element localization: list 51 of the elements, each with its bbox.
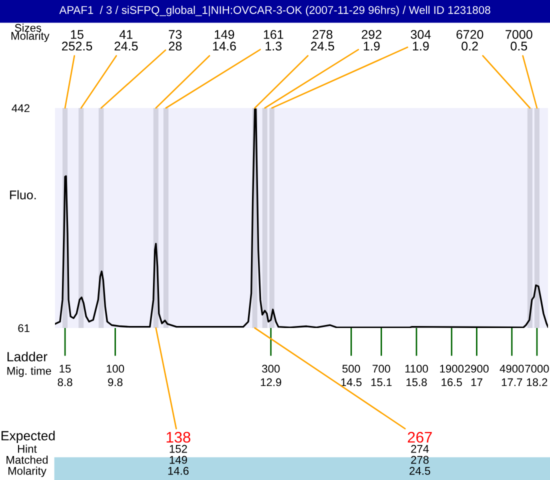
band-label: 41 24.5 <box>114 30 138 51</box>
chart-title: APAF1 / 3 / siSFPQ_global_1|NIH:OVCAR-3-OK (2007-11-29 96hrs) / Well ID 1231808 <box>59 6 490 16</box>
x-tick-label: 15.8 <box>406 378 427 386</box>
text: Ladder <box>8 352 48 362</box>
band-label: 292 1.9 <box>362 30 382 51</box>
text: Hint <box>18 444 37 453</box>
annotation: 100 <box>106 364 124 373</box>
annotation: 7000 <box>525 364 549 373</box>
band-label: 73 28 <box>168 30 182 51</box>
annotation: 15 <box>60 364 71 373</box>
text: 149 <box>170 456 187 464</box>
x-tick-label: 17 <box>471 378 482 386</box>
text: Matched <box>6 456 48 464</box>
text: 152 <box>170 444 187 453</box>
annotation: 300 <box>262 364 280 373</box>
text: 24.5 <box>410 466 430 475</box>
band-label: 278 24.5 <box>310 30 334 51</box>
text: Molarity <box>11 32 50 42</box>
annotation: 1100 <box>405 364 428 373</box>
band-label: 6720 0.2 <box>456 30 484 51</box>
x-tick-label: 12.9 <box>260 378 282 386</box>
band-label: 15 252.5 <box>62 30 92 51</box>
band-label: 149 14.6 <box>213 30 236 51</box>
text: 14.6 <box>168 466 189 475</box>
x-tick-label: 16.5 <box>442 378 462 386</box>
text: 274 <box>411 444 429 453</box>
annotation: 700 <box>372 364 390 373</box>
annotation: 500 <box>342 364 360 373</box>
x-tick-label: 9.8 <box>108 378 122 386</box>
y-axis-title: Fluo. <box>10 190 36 200</box>
annotation: 2900 <box>464 364 489 373</box>
x-tick-label: 14.5 <box>341 378 362 386</box>
annotation: 4900 <box>500 364 524 373</box>
text: Molarity <box>8 466 46 477</box>
y-tick-label: 61 <box>18 324 30 332</box>
annotation: 267 <box>408 432 432 443</box>
y-tick-label: 442 <box>12 104 30 112</box>
text: Expected <box>2 430 55 443</box>
band-label: 7000 0.5 <box>506 30 532 51</box>
band-label: 304 1.9 <box>410 30 431 51</box>
line-series <box>55 108 548 328</box>
band-label: 161 1.3 <box>264 30 284 51</box>
text: 278 <box>411 456 429 464</box>
x-tick-label: 18.2 <box>526 378 548 386</box>
x-tick-label: 17.7 <box>502 378 522 386</box>
annotation: 1900 <box>440 364 464 373</box>
x-tick-label: 8.8 <box>58 378 72 386</box>
text: Mig. time <box>7 366 52 377</box>
x-tick-label: 15.1 <box>371 378 392 386</box>
annotation: 138 <box>166 432 190 443</box>
text: Sizes <box>14 24 42 32</box>
